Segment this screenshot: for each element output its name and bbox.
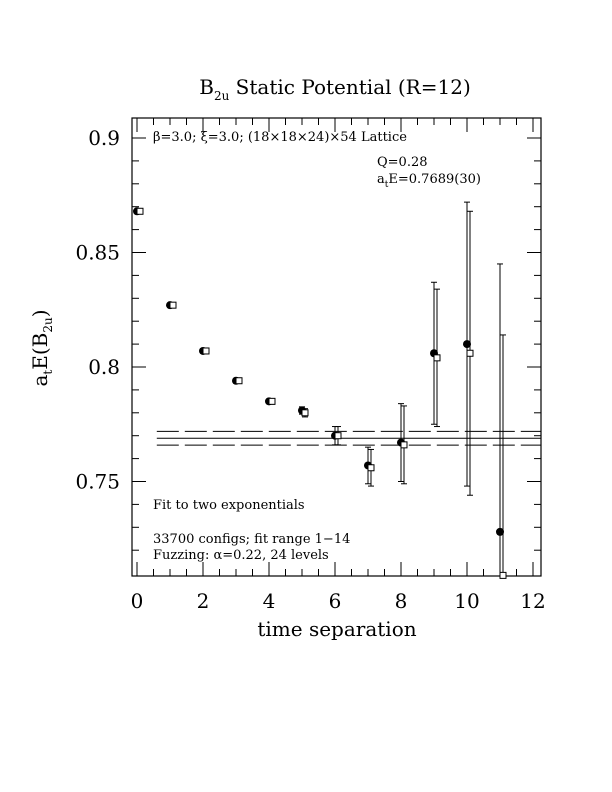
series-filled-circles	[133, 201, 504, 576]
data-point	[235, 377, 243, 385]
x-tick-label: 0	[131, 589, 144, 613]
x-tick-label: 6	[329, 589, 342, 613]
fit-band	[156, 430, 541, 446]
fuzzing-annotation: Fuzzing: α=0.22, 24 levels	[153, 548, 329, 563]
x-tick-label: 2	[197, 589, 210, 613]
fit-method-annotation: Fit to two exponentials	[153, 498, 305, 513]
y-tick-label: 0.75	[75, 470, 120, 494]
data-point	[466, 349, 474, 357]
y-tick-label: 0.85	[75, 241, 120, 265]
data-point	[463, 340, 471, 349]
data-point	[400, 441, 408, 449]
lattice-annotation: β=3.0; ξ=3.0; (18×18×24)×54 Lattice	[153, 130, 407, 145]
fit-value-annotation: atE=0.7689(30)	[377, 172, 481, 190]
data-point	[301, 409, 309, 417]
data-point	[499, 571, 507, 579]
data-point	[268, 397, 276, 405]
y-tick-labels: 0.75 0.8 0.85 0.9	[75, 126, 120, 494]
x-tick-label: 10	[454, 589, 479, 613]
data-series	[133, 201, 507, 579]
x-tick-label: 4	[263, 589, 276, 613]
x-axis-label: time separation	[257, 617, 416, 641]
y-tick-label: 0.9	[88, 126, 120, 150]
title-subscript: 2u	[214, 89, 230, 103]
axis-ticks	[132, 118, 541, 576]
data-point	[496, 527, 504, 536]
q-annotation: Q=0.28	[377, 155, 428, 170]
configs-annotation: 33700 configs; fit range 1−14	[153, 532, 350, 547]
x-tick-label: 8	[395, 589, 408, 613]
data-point	[136, 207, 144, 215]
series-open-squares	[136, 207, 507, 579]
x-tick-label: 12	[520, 589, 545, 613]
y-tick-label: 0.8	[88, 355, 120, 379]
data-point	[433, 354, 441, 362]
chart-title: B2u Static Potential (R=12)	[199, 75, 471, 103]
data-point	[334, 432, 342, 440]
data-point	[169, 301, 177, 309]
data-point	[367, 464, 375, 472]
x-tick-labels: 0 2 4 6 8 10 12	[131, 589, 546, 613]
plot-frame	[131, 117, 542, 577]
data-point	[202, 347, 210, 355]
y-axis-label: atE(B2u)	[28, 309, 55, 386]
